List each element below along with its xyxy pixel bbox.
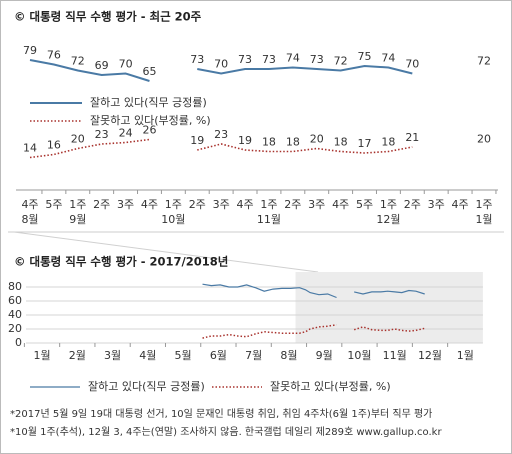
data-label: 70: [214, 58, 228, 71]
y-tick-label: 0: [15, 336, 22, 349]
x-tick-label: 2월: [69, 349, 86, 362]
y-tick-label: 20: [8, 322, 22, 335]
x-tick-label: 2주: [189, 198, 206, 211]
x-tick-label: 3월: [104, 349, 121, 362]
x-tick-label: 3주: [308, 198, 325, 211]
data-label: 18: [381, 136, 395, 149]
data-label: 20: [477, 133, 491, 146]
x-tick-label: 1월: [33, 349, 50, 362]
x-tick-label: 4주 8월: [21, 198, 38, 226]
x-tick-label: 4월: [139, 349, 156, 362]
x-tick-label: 12월: [418, 349, 442, 362]
y-tick-label: 80: [8, 280, 22, 293]
x-tick-label: 9월: [316, 349, 333, 362]
data-label: 19: [190, 134, 204, 147]
data-label: 18: [286, 136, 300, 149]
x-tick-label: 4주: [332, 198, 349, 211]
footnote: *2017년 5월 9일 19대 대통령 선거, 10일 문재인 대통령 취임,…: [10, 407, 432, 420]
data-label: 23: [214, 128, 228, 141]
data-label: 74: [286, 52, 300, 65]
x-tick-label: 3주: [213, 198, 230, 211]
x-tick-label: 5월: [175, 349, 192, 362]
x-tick-label: 1주 12월: [376, 198, 400, 226]
data-label: 23: [95, 128, 109, 141]
x-tick-label: 11월: [383, 349, 407, 362]
data-label: 70: [405, 58, 419, 71]
y-tick-label: 60: [8, 294, 22, 307]
data-label: 19: [238, 134, 252, 147]
legend-label: 잘못하고 있다(부정률, %): [90, 113, 211, 127]
data-label: 73: [238, 53, 252, 66]
x-tick-label: 4주: [452, 198, 469, 211]
zoom-guide: [13, 231, 319, 273]
data-label: 20: [310, 133, 324, 146]
data-label: 14: [23, 142, 37, 155]
x-tick-label: 6월: [210, 349, 227, 362]
x-tick-label: 2주: [404, 198, 421, 211]
x-tick-label: 5주: [45, 198, 62, 211]
x-tick-label: 7월: [245, 349, 262, 362]
x-tick-label: 1주 9월: [69, 198, 86, 226]
data-label: 26: [142, 124, 156, 137]
data-label: 72: [334, 55, 348, 68]
series-line: [202, 283, 337, 299]
x-tick-label: 1주 1월: [475, 198, 492, 226]
data-label: 18: [334, 136, 348, 149]
x-tick-label: 10월: [347, 349, 371, 362]
x-tick-label: 3주: [428, 198, 445, 211]
legend-label: 잘하고 있다(직무 긍정률): [90, 95, 207, 109]
series-line: [354, 289, 425, 295]
x-tick-label: 2주: [284, 198, 301, 211]
data-label: 74: [381, 52, 395, 65]
data-label: 16: [47, 139, 61, 152]
legend-label: 잘하고 있다(직무 긍정률): [88, 379, 205, 393]
highlight-region: [295, 272, 483, 343]
x-tick-label: 5주: [356, 198, 373, 211]
series-line: [29, 138, 150, 159]
x-tick-label: 1주 11월: [257, 198, 281, 226]
data-label: 73: [190, 53, 204, 66]
data-label: 75: [358, 50, 372, 63]
data-label: 73: [262, 53, 276, 66]
x-tick-label: 8월: [280, 349, 297, 362]
series-line: [202, 324, 337, 339]
x-tick-label: 4주: [236, 198, 253, 211]
footnote: *10월 1주(추석), 12월 3, 4주는(연말) 조사하지 않음. 한국갤…: [10, 425, 442, 438]
x-tick-label: 4주: [141, 198, 158, 211]
x-tick-label: 3주: [117, 198, 134, 211]
data-label: 69: [95, 59, 109, 72]
series-line: [29, 59, 150, 82]
data-label: 20: [71, 133, 85, 146]
data-label: 76: [47, 49, 61, 62]
data-label: 21: [405, 131, 419, 144]
series-line: [197, 143, 413, 154]
y-tick-label: 40: [8, 308, 22, 321]
data-label: 73: [310, 53, 324, 66]
data-label: 70: [119, 58, 133, 71]
series-line: [197, 64, 413, 75]
chart-title: © 대통령 직무 수행 평가 - 2017/2018년: [14, 255, 228, 269]
data-label: 65: [142, 65, 156, 78]
legend-label: 잘못하고 있다(부정률, %): [270, 379, 391, 393]
data-label: 18: [262, 136, 276, 149]
data-label: 79: [23, 44, 37, 57]
x-tick-label: 1월: [457, 349, 474, 362]
data-label: 72: [477, 55, 491, 68]
x-tick-label: 2주: [93, 198, 110, 211]
data-label: 72: [71, 55, 85, 68]
chart-title: © 대통령 직무 수행 평가 - 최근 20주: [14, 10, 202, 24]
data-label: 17: [358, 137, 372, 150]
x-tick-label: 1주 10월: [161, 198, 185, 226]
data-label: 24: [119, 127, 133, 140]
